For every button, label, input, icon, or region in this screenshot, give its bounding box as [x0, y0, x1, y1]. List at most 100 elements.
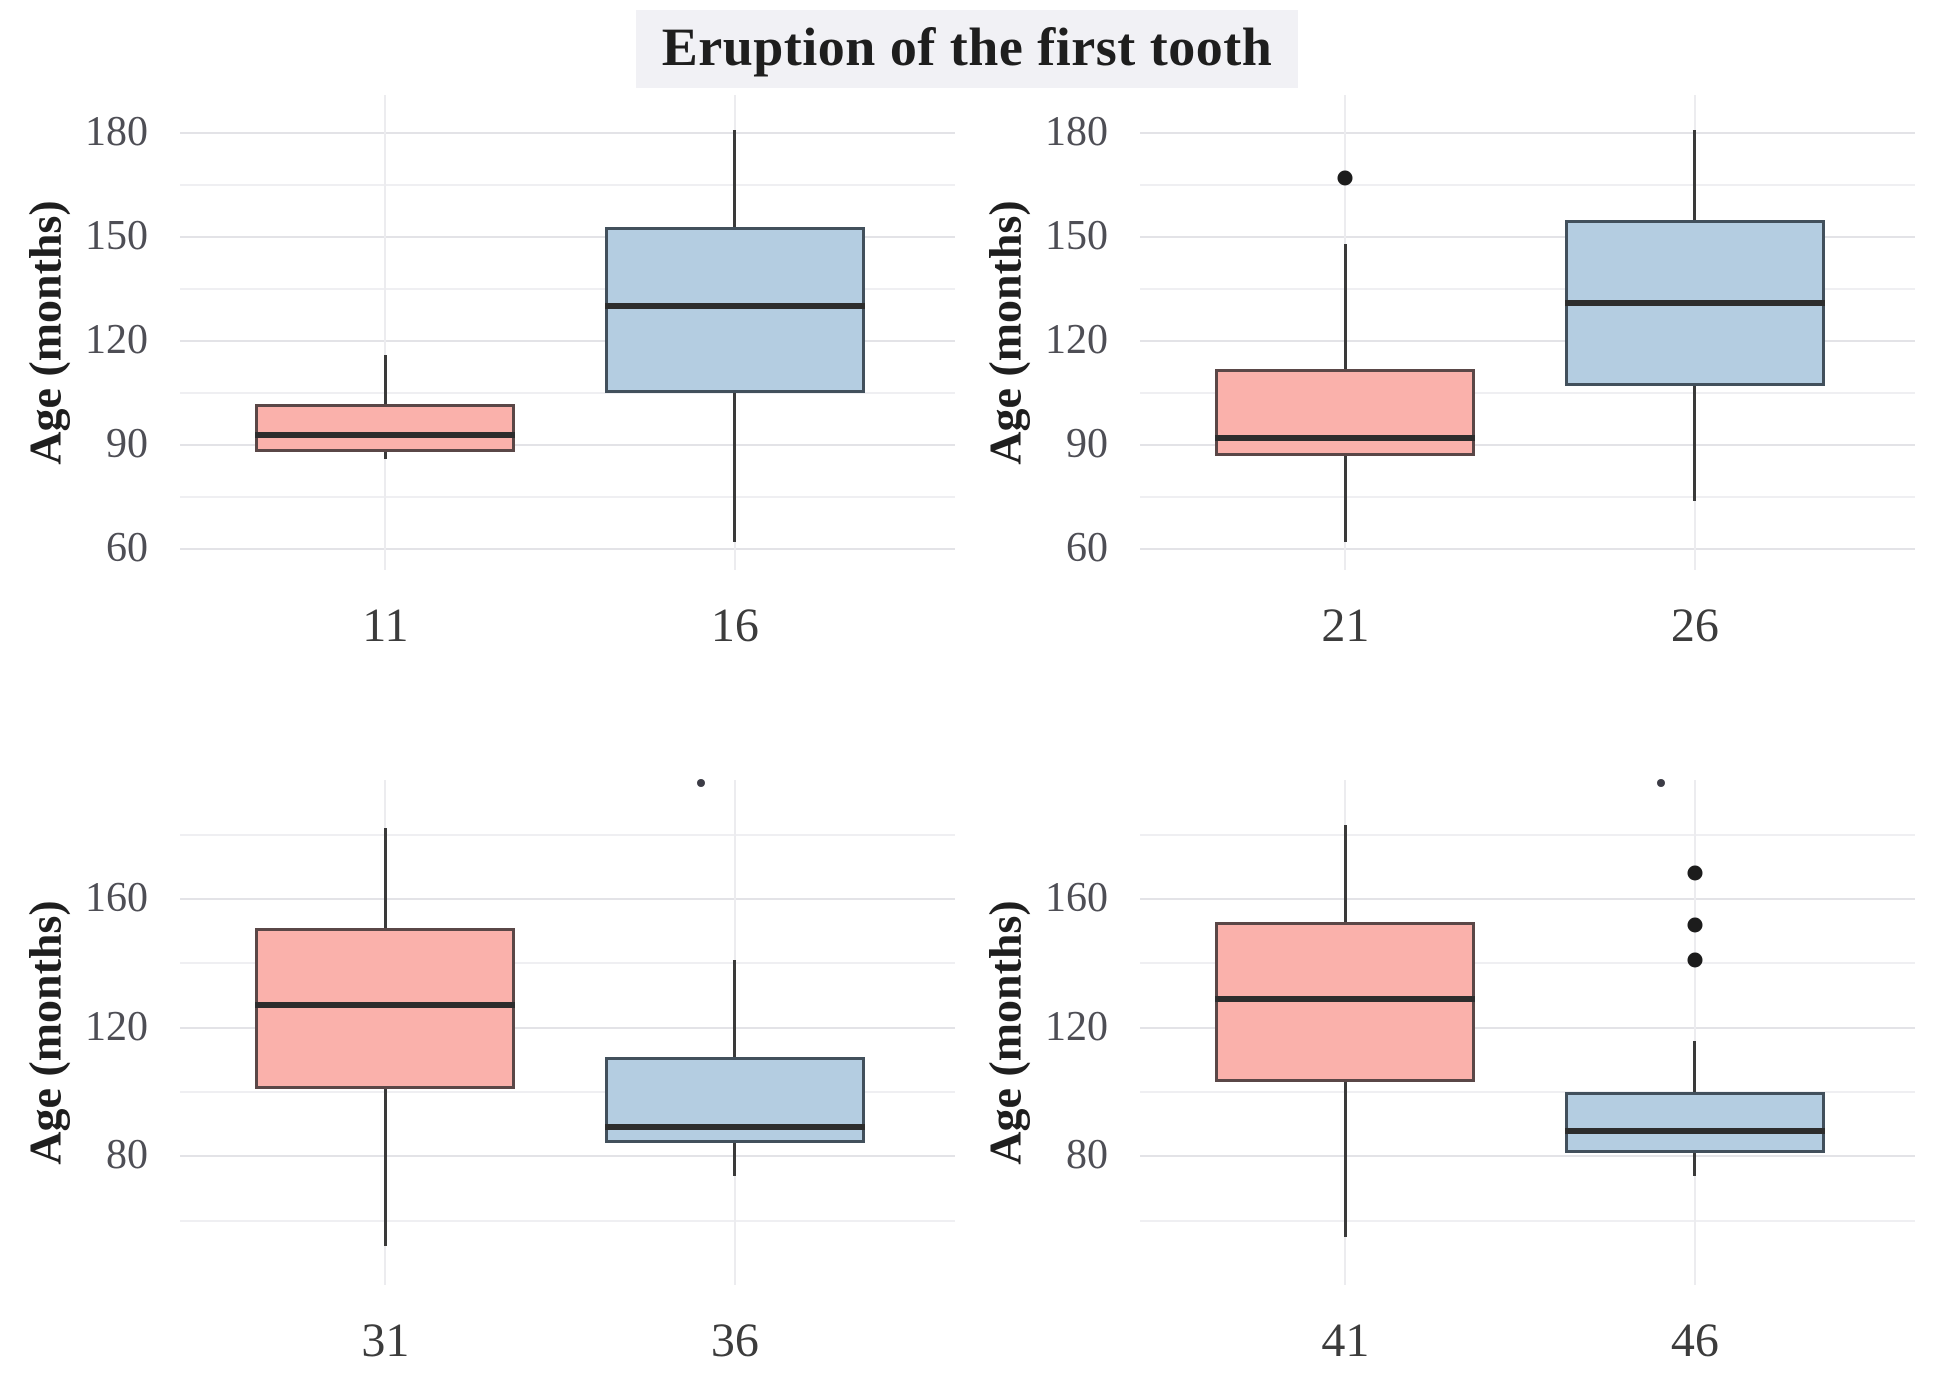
gridline-minor: [180, 1091, 955, 1093]
ytick-label: 160: [85, 875, 148, 922]
gridline-major: [1140, 340, 1915, 343]
category-gridline: [1693, 780, 1696, 1285]
xtick-label: 31: [361, 1314, 410, 1367]
ytick-label: 80: [1066, 1132, 1108, 1179]
panel-top-left: Age (months) 180 150 120 90 60 11 16: [20, 95, 955, 652]
gridline-major: [1140, 132, 1915, 135]
ytick-label: 60: [1066, 525, 1108, 572]
gridline-minor: [1140, 184, 1915, 187]
gridline-minor: [180, 1219, 955, 1222]
whisker-upper: [383, 828, 387, 928]
median-line: [1564, 1127, 1825, 1134]
gridline-minor: [180, 496, 955, 499]
box-iqr: [1215, 368, 1476, 456]
whisker-upper: [1343, 244, 1347, 369]
outlier-dot: [1687, 865, 1703, 881]
gridline-minor: [180, 833, 955, 836]
whisker-lower: [1343, 455, 1347, 543]
gridline-major: [180, 236, 955, 239]
xtick-label: 46: [1670, 1314, 1719, 1367]
gridline-minor: [180, 288, 955, 291]
boxplot-group-41: [1215, 780, 1476, 1285]
box-iqr: [604, 1056, 865, 1144]
ytick-label: 60: [106, 525, 148, 572]
outlier-dot: [1687, 952, 1703, 968]
boxplot-group-36: [604, 779, 865, 1285]
outlier-dot: [1687, 917, 1703, 933]
gridline-major: [1140, 1155, 1915, 1158]
panel-bottom-right: Age (months) 160 120 80 41 46: [980, 779, 1915, 1367]
boxplot-group-21: [1215, 95, 1476, 570]
whisker-lower: [1693, 386, 1697, 501]
gridline-minor: [1140, 833, 1915, 836]
gridline-major: [1140, 444, 1915, 447]
gridline-minor: [1140, 1091, 1915, 1093]
median-line: [1215, 435, 1476, 442]
box-iqr: [255, 927, 516, 1089]
whisker-upper: [383, 355, 387, 404]
category-gridline: [384, 95, 387, 570]
outlier-dot: [1337, 170, 1353, 186]
gridline-minor: [1140, 962, 1915, 965]
gridline-major: [180, 1026, 955, 1029]
gridline-major: [180, 1155, 955, 1158]
median-line: [604, 303, 865, 310]
whisker-lower: [733, 1143, 737, 1176]
whisker-upper: [733, 129, 737, 227]
ytick-label: 120: [85, 1003, 148, 1050]
gridline-minor: [180, 962, 955, 965]
gridline-major: [1140, 1026, 1915, 1029]
boxplot-group-26: [1564, 95, 1825, 570]
box-iqr: [1564, 1092, 1825, 1154]
xtick-label: 41: [1321, 1314, 1370, 1367]
clipped-outlier-dot: [1656, 779, 1665, 788]
panel-top-right: Age (months) 180 150 120 90 60 21 26: [980, 95, 1915, 652]
gridline-minor: [1140, 496, 1915, 499]
ytick-label: 80: [106, 1132, 148, 1179]
xtick-label: 21: [1321, 599, 1370, 652]
gridline-major: [180, 340, 955, 343]
ytick-label: 150: [1045, 213, 1108, 260]
whisker-upper: [1693, 129, 1697, 220]
gridline-major: [180, 444, 955, 447]
gridline-minor: [180, 184, 955, 187]
gridline-major: [180, 132, 955, 135]
xtick-label: 11: [362, 599, 409, 652]
whisker-upper: [733, 960, 737, 1057]
title-row: Eruption of the first tooth: [0, 10, 1934, 88]
whisker-lower: [383, 1088, 387, 1247]
gridline-minor: [1140, 1219, 1915, 1222]
ytick-label: 180: [85, 109, 148, 156]
ytick-label: 120: [1045, 317, 1108, 364]
gridline-minor: [1140, 288, 1915, 291]
ytick-label: 90: [1066, 421, 1108, 468]
box-iqr: [255, 403, 516, 453]
box-iqr: [1215, 921, 1476, 1083]
xtick-label: 16: [710, 599, 759, 652]
box-iqr: [604, 226, 865, 394]
median-line: [1564, 300, 1825, 307]
ytick-label: 90: [106, 421, 148, 468]
gridline-major: [1140, 898, 1915, 900]
median-line: [1215, 995, 1476, 1002]
whisker-upper: [1343, 825, 1347, 922]
ytick-label: 120: [85, 317, 148, 364]
gridline-major: [180, 548, 955, 551]
gridline-minor: [180, 392, 955, 395]
gridline-minor: [1140, 392, 1915, 395]
ytick-label: 160: [1045, 875, 1108, 922]
ytick-label: 180: [1045, 109, 1108, 156]
ytick-label: 150: [85, 213, 148, 260]
xtick-label: 36: [710, 1314, 759, 1367]
chart-title: Eruption of the first tooth: [635, 10, 1299, 88]
clipped-outlier-dot: [696, 779, 705, 788]
median-line: [255, 1002, 516, 1009]
whisker-lower: [733, 393, 737, 543]
whisker-lower: [1343, 1082, 1347, 1237]
boxplot-group-16: [604, 95, 865, 570]
gridline-major: [1140, 548, 1915, 551]
panel-bottom-left: Age (months) 160 120 80 31 36: [20, 779, 955, 1367]
whisker-lower: [383, 452, 387, 460]
ytick-label: 120: [1045, 1003, 1108, 1050]
